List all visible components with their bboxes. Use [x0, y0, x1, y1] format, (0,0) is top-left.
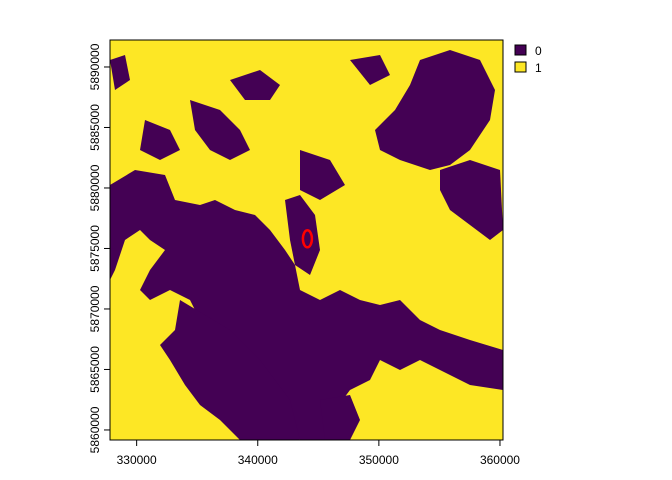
legend-swatch: [514, 44, 527, 56]
legend-label: 0: [535, 44, 542, 58]
x-tick-label: 360000: [480, 453, 520, 467]
y-tick-label: 5880000: [88, 164, 102, 211]
x-tick-label: 350000: [359, 453, 399, 467]
plot-frame: [109, 39, 504, 441]
legend-label: 1: [535, 61, 542, 75]
y-tick-label: 5860000: [88, 406, 102, 453]
x-axis: 330000 340000 350000 360000: [117, 440, 520, 467]
y-tick-label: 5890000: [88, 43, 102, 90]
legend-swatch: [514, 61, 527, 73]
legend: 01: [514, 44, 542, 75]
y-tick-label: 5870000: [88, 285, 102, 332]
x-tick-label: 330000: [117, 453, 157, 467]
x-tick-label: 340000: [238, 453, 278, 467]
y-tick-label: 5875000: [88, 225, 102, 272]
y-axis: 5860000 5865000 5870000 5875000 5880000 58850…: [88, 43, 110, 453]
y-tick-label: 5865000: [88, 346, 102, 393]
red-ellipse-annotation: [301, 229, 314, 249]
raster-layer: [110, 40, 503, 440]
y-tick-label: 5885000: [88, 104, 102, 151]
